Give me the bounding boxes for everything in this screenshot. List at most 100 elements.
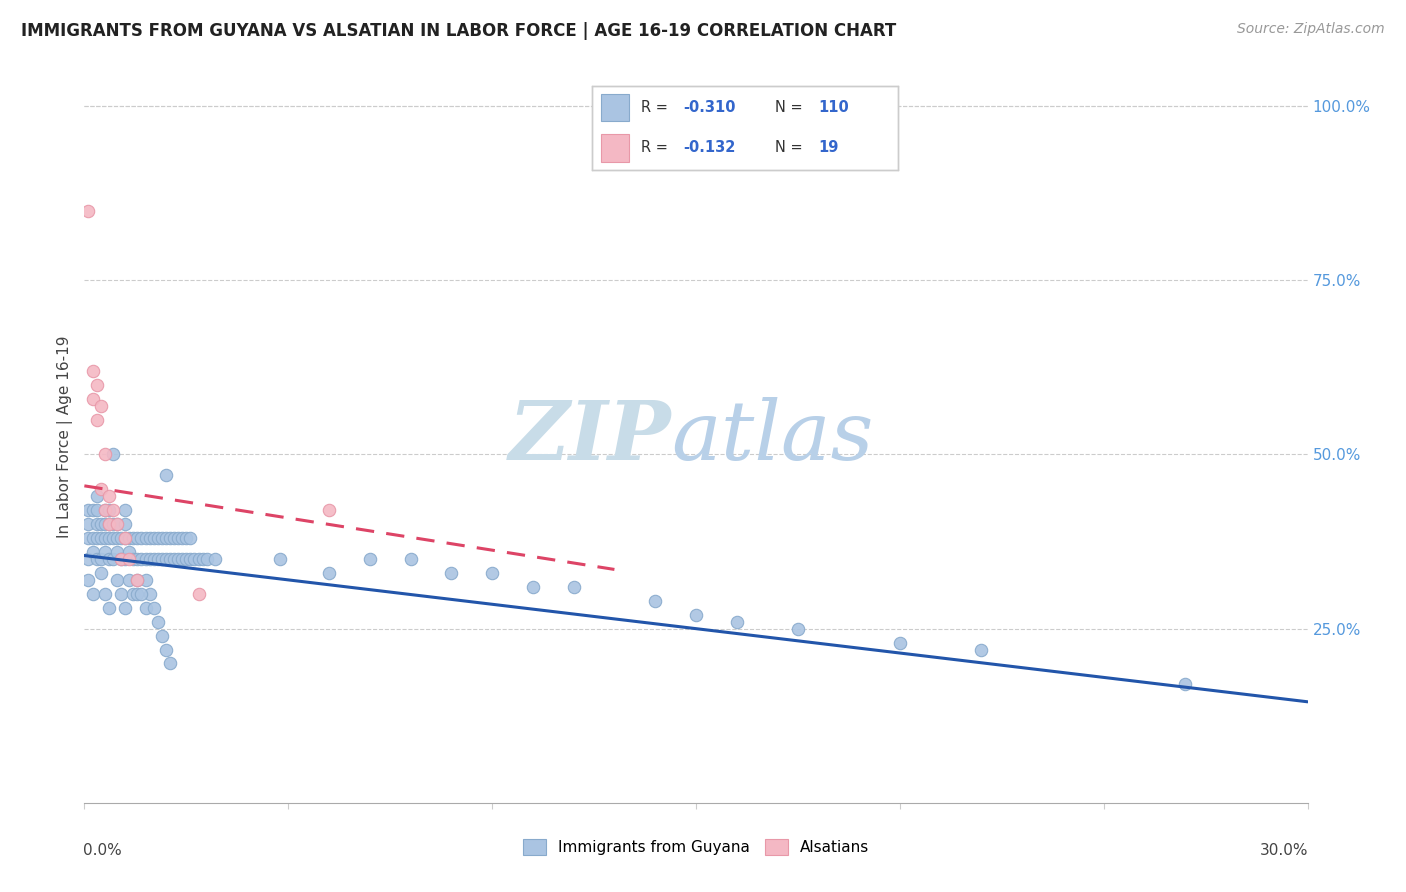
Point — [77, 503, 100, 517]
Point — [179, 531, 201, 545]
Point — [97, 600, 120, 615]
Point — [146, 552, 169, 566]
Point — [318, 566, 340, 580]
Point — [122, 587, 145, 601]
Point — [122, 552, 145, 566]
Point — [159, 531, 181, 545]
Point — [142, 600, 165, 615]
Point — [131, 587, 153, 601]
Point — [118, 573, 141, 587]
Point — [93, 503, 115, 517]
Point — [86, 531, 108, 545]
Text: atlas: atlas — [672, 397, 875, 477]
Point — [167, 531, 190, 545]
Point — [644, 594, 666, 608]
Point — [159, 657, 181, 671]
Text: IMMIGRANTS FROM GUYANA VS ALSATIAN IN LABOR FORCE | AGE 16-19 CORRELATION CHART: IMMIGRANTS FROM GUYANA VS ALSATIAN IN LA… — [21, 22, 897, 40]
Point — [135, 600, 157, 615]
Point — [522, 580, 544, 594]
Point — [114, 503, 136, 517]
Point — [86, 377, 108, 392]
Point — [179, 552, 201, 566]
Point — [174, 531, 197, 545]
Point — [118, 545, 141, 559]
Text: ZIP: ZIP — [509, 397, 672, 477]
Point — [138, 531, 160, 545]
Point — [114, 600, 136, 615]
Point — [82, 503, 104, 517]
Point — [127, 573, 149, 587]
Point — [105, 573, 128, 587]
Point — [93, 503, 115, 517]
Point — [970, 642, 993, 657]
Point — [110, 587, 132, 601]
Point — [77, 573, 100, 587]
Point — [90, 531, 112, 545]
Point — [93, 587, 115, 601]
Point — [93, 531, 115, 545]
Point — [122, 531, 145, 545]
Point — [101, 503, 124, 517]
Point — [142, 531, 165, 545]
Point — [77, 517, 100, 532]
Y-axis label: In Labor Force | Age 16-19: In Labor Force | Age 16-19 — [58, 335, 73, 539]
Point — [118, 531, 141, 545]
Text: Source: ZipAtlas.com: Source: ZipAtlas.com — [1237, 22, 1385, 37]
Point — [82, 531, 104, 545]
Point — [150, 552, 173, 566]
Point — [105, 545, 128, 559]
Point — [359, 552, 381, 566]
Point — [77, 203, 100, 218]
Point — [114, 552, 136, 566]
Point — [114, 517, 136, 532]
Point — [204, 552, 226, 566]
Point — [97, 531, 120, 545]
Point — [97, 517, 120, 532]
Point — [142, 552, 165, 566]
Point — [86, 489, 108, 503]
Point — [269, 552, 291, 566]
Point — [127, 587, 149, 601]
Point — [1174, 677, 1197, 691]
Point — [110, 552, 132, 566]
Point — [127, 531, 149, 545]
Point — [318, 503, 340, 517]
Point — [685, 607, 707, 622]
Point — [90, 399, 112, 413]
Point — [146, 531, 169, 545]
Point — [97, 517, 120, 532]
Point — [93, 545, 115, 559]
Point — [440, 566, 463, 580]
Legend: Immigrants from Guyana, Alsatians: Immigrants from Guyana, Alsatians — [516, 833, 876, 861]
Point — [97, 552, 120, 566]
Point — [105, 517, 128, 532]
Point — [174, 552, 197, 566]
Text: 30.0%: 30.0% — [1260, 843, 1309, 858]
Point — [90, 483, 112, 497]
Point — [114, 531, 136, 545]
Point — [101, 531, 124, 545]
Point — [191, 552, 214, 566]
Point — [82, 392, 104, 406]
Point — [90, 517, 112, 532]
Point — [90, 552, 112, 566]
Point — [135, 531, 157, 545]
Point — [82, 545, 104, 559]
Point — [105, 531, 128, 545]
Point — [86, 412, 108, 426]
Point — [183, 552, 205, 566]
Point — [127, 573, 149, 587]
Point — [114, 531, 136, 545]
Point — [97, 489, 120, 503]
Point — [105, 517, 128, 532]
Point — [725, 615, 748, 629]
Point — [118, 552, 141, 566]
Point — [163, 531, 186, 545]
Point — [135, 573, 157, 587]
Point — [159, 552, 181, 566]
Point — [481, 566, 503, 580]
Point — [155, 552, 177, 566]
Point — [131, 531, 153, 545]
Point — [399, 552, 422, 566]
Point — [82, 364, 104, 378]
